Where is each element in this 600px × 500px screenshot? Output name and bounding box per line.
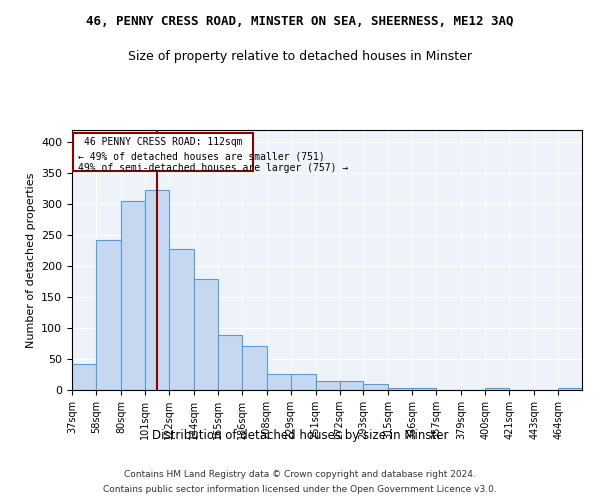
Bar bbox=[96, 240, 121, 390]
Bar bbox=[485, 388, 509, 390]
Bar bbox=[194, 278, 218, 390]
Bar bbox=[316, 382, 340, 390]
Bar bbox=[145, 190, 169, 390]
Bar bbox=[266, 374, 290, 390]
Text: Contains HM Land Registry data © Crown copyright and database right 2024.: Contains HM Land Registry data © Crown c… bbox=[124, 470, 476, 479]
Bar bbox=[218, 335, 242, 390]
Text: Distribution of detached houses by size in Minster: Distribution of detached houses by size … bbox=[152, 428, 448, 442]
Bar bbox=[169, 249, 194, 390]
Bar bbox=[242, 346, 266, 390]
Bar bbox=[412, 388, 436, 390]
Bar bbox=[364, 384, 388, 390]
Text: 49% of semi-detached houses are larger (757) →: 49% of semi-detached houses are larger (… bbox=[77, 163, 348, 173]
Text: Contains public sector information licensed under the Open Government Licence v3: Contains public sector information licen… bbox=[103, 485, 497, 494]
Bar bbox=[121, 201, 145, 390]
Bar bbox=[290, 374, 316, 390]
Bar bbox=[340, 382, 364, 390]
Bar bbox=[388, 388, 412, 390]
Text: Size of property relative to detached houses in Minster: Size of property relative to detached ho… bbox=[128, 50, 472, 63]
Bar bbox=[558, 388, 582, 390]
Y-axis label: Number of detached properties: Number of detached properties bbox=[26, 172, 35, 348]
Bar bbox=[73, 133, 253, 172]
Text: ← 49% of detached houses are smaller (751): ← 49% of detached houses are smaller (75… bbox=[77, 151, 325, 161]
Text: 46 PENNY CRESS ROAD: 112sqm: 46 PENNY CRESS ROAD: 112sqm bbox=[84, 137, 242, 147]
Bar bbox=[72, 364, 96, 390]
Text: 46, PENNY CRESS ROAD, MINSTER ON SEA, SHEERNESS, ME12 3AQ: 46, PENNY CRESS ROAD, MINSTER ON SEA, SH… bbox=[86, 15, 514, 28]
